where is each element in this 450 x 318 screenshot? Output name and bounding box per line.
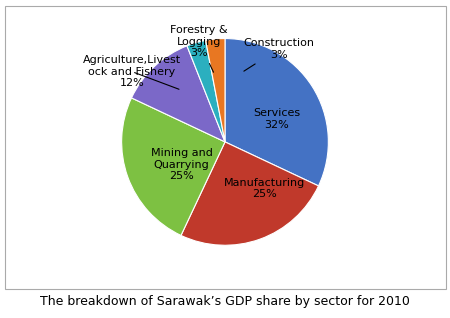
Text: Agriculture,Livest
ock and Fishery
12%: Agriculture,Livest ock and Fishery 12% [83,55,181,89]
Text: Forestry &
Logging
3%: Forestry & Logging 3% [171,25,228,72]
Wedge shape [206,38,225,142]
Wedge shape [187,40,225,142]
Wedge shape [131,46,225,142]
Text: Mining and
Quarrying
25%: Mining and Quarrying 25% [151,148,212,181]
Wedge shape [122,98,225,235]
Wedge shape [225,38,328,186]
Wedge shape [181,142,319,245]
Text: Services
32%: Services 32% [253,108,300,130]
Text: Construction
3%: Construction 3% [243,38,314,71]
Text: The breakdown of Sarawak’s GDP share by sector for 2010: The breakdown of Sarawak’s GDP share by … [40,295,410,308]
Text: Manufacturing
25%: Manufacturing 25% [224,178,305,199]
